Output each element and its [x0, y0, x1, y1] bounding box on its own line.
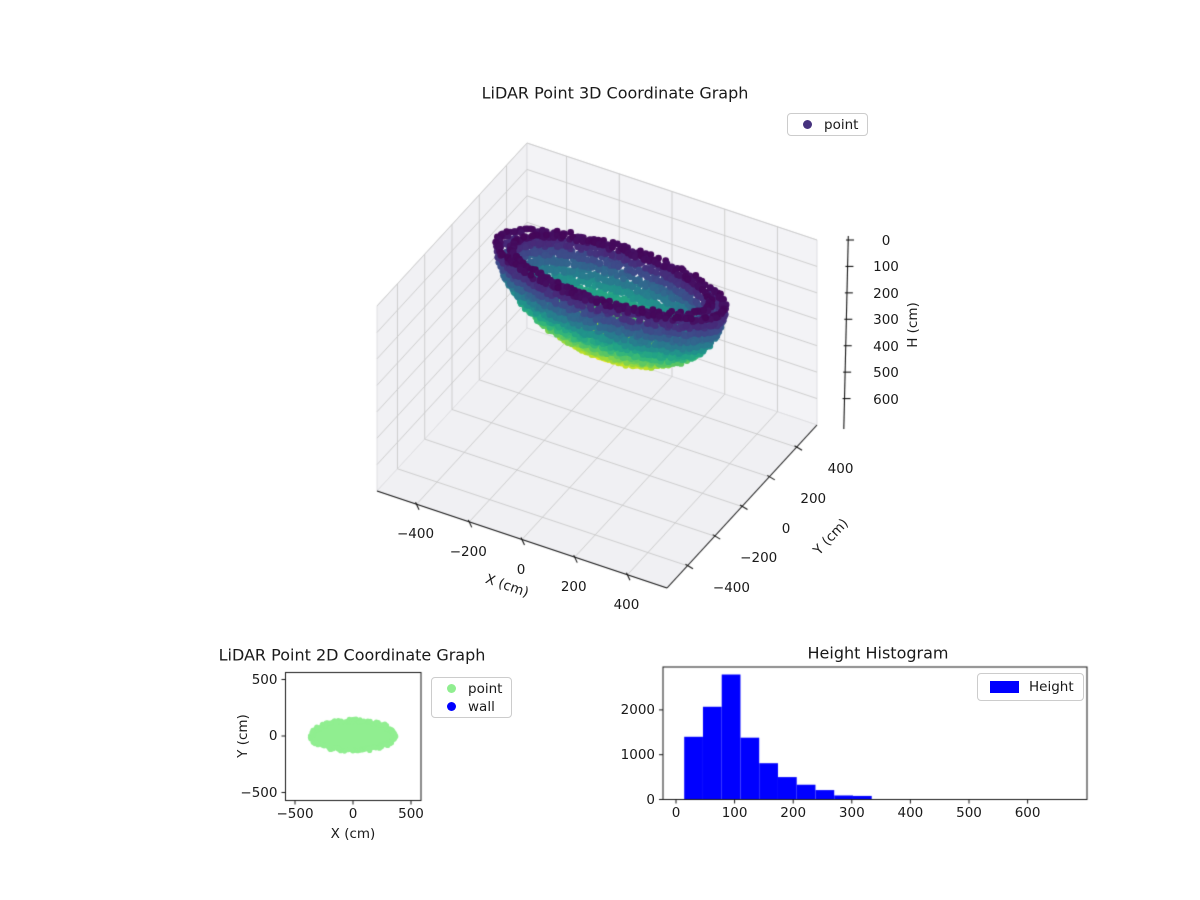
hist-y-tick-label: 0 — [646, 791, 655, 808]
plot3d-x-tick-label: −200 — [449, 543, 487, 560]
plot2d-legend: point wall — [431, 677, 513, 718]
plot3d-zlabel: H (cm) — [905, 302, 921, 348]
plot2d-y-tick-label: 500 — [251, 671, 278, 688]
plot3d-y-tick-label: −200 — [740, 550, 778, 567]
plot3d-z-tick-label: 300 — [873, 312, 899, 329]
hist-x-tick-label: 500 — [956, 804, 982, 821]
hist-x-tick-label: 200 — [780, 804, 807, 821]
hist-x-tick-label: 0 — [671, 804, 681, 821]
plot3d-y-tick-label: 200 — [800, 490, 827, 507]
hist-x-tick-label: 600 — [1014, 804, 1041, 821]
legend-label: point — [468, 680, 503, 697]
plot2d-x-tick-label: −500 — [276, 805, 314, 822]
plot2d-x-tick-label: 0 — [348, 805, 358, 822]
plot3d-x-tick-label: −400 — [396, 526, 435, 543]
hist-y-tick-label: 2000 — [620, 701, 655, 718]
plot3d-title: LiDAR Point 3D Coordinate Graph — [481, 83, 749, 103]
point-marker-icon — [447, 684, 456, 693]
plot3d-z-tick-label: 0 — [881, 233, 891, 249]
hist-title: Height Histogram — [807, 643, 949, 663]
plot3d-x-tick-label: 200 — [560, 579, 587, 596]
plot2d-y-tick-label: 0 — [268, 728, 278, 744]
legend-item-wall: wall — [432, 696, 511, 717]
hist-x-tick-label: 400 — [897, 804, 924, 821]
plot2d-x-tick-label: 500 — [398, 805, 424, 822]
hist-y-tick-label: 1000 — [620, 746, 655, 763]
legend-label: point — [824, 116, 859, 133]
hist-x-tick-label: 100 — [721, 804, 748, 821]
plot2d-y-tick-label: −500 — [240, 784, 278, 801]
legend-item-height: Height — [978, 674, 1083, 700]
legend-item-point: point — [788, 114, 867, 135]
plot3d-y-tick-label: −400 — [712, 579, 750, 596]
legend-label: wall — [468, 698, 495, 715]
plot3d-z-tick-label: 200 — [873, 285, 899, 302]
plot3d-z-tick-label: 400 — [873, 338, 899, 355]
plot2d-xlabel: X (cm) — [330, 826, 376, 842]
plot3d-legend: point — [787, 113, 869, 136]
hist-legend: Height — [977, 673, 1084, 701]
plot3d-y-tick-label: 0 — [781, 520, 791, 537]
point-marker-icon — [803, 120, 812, 129]
plot3d-z-tick-label: 500 — [873, 365, 899, 382]
wall-marker-icon — [447, 702, 456, 711]
legend-item-point: point — [432, 678, 511, 699]
plot3d-x-tick-label: 0 — [516, 561, 526, 578]
plot3d-z-tick-label: 600 — [873, 391, 899, 408]
plot3d-z-tick-label: 100 — [873, 259, 899, 276]
plot3d-y-tick-label: 400 — [827, 461, 854, 478]
plot2d-ylabel: Y (cm) — [235, 714, 251, 758]
legend-label: Height — [1029, 679, 1074, 695]
plot2d-title: LiDAR Point 2D Coordinate Graph — [218, 645, 486, 665]
plot3d-x-tick-label: 400 — [613, 596, 640, 613]
height-swatch-icon — [990, 681, 1019, 693]
hist-x-tick-label: 300 — [838, 804, 865, 821]
